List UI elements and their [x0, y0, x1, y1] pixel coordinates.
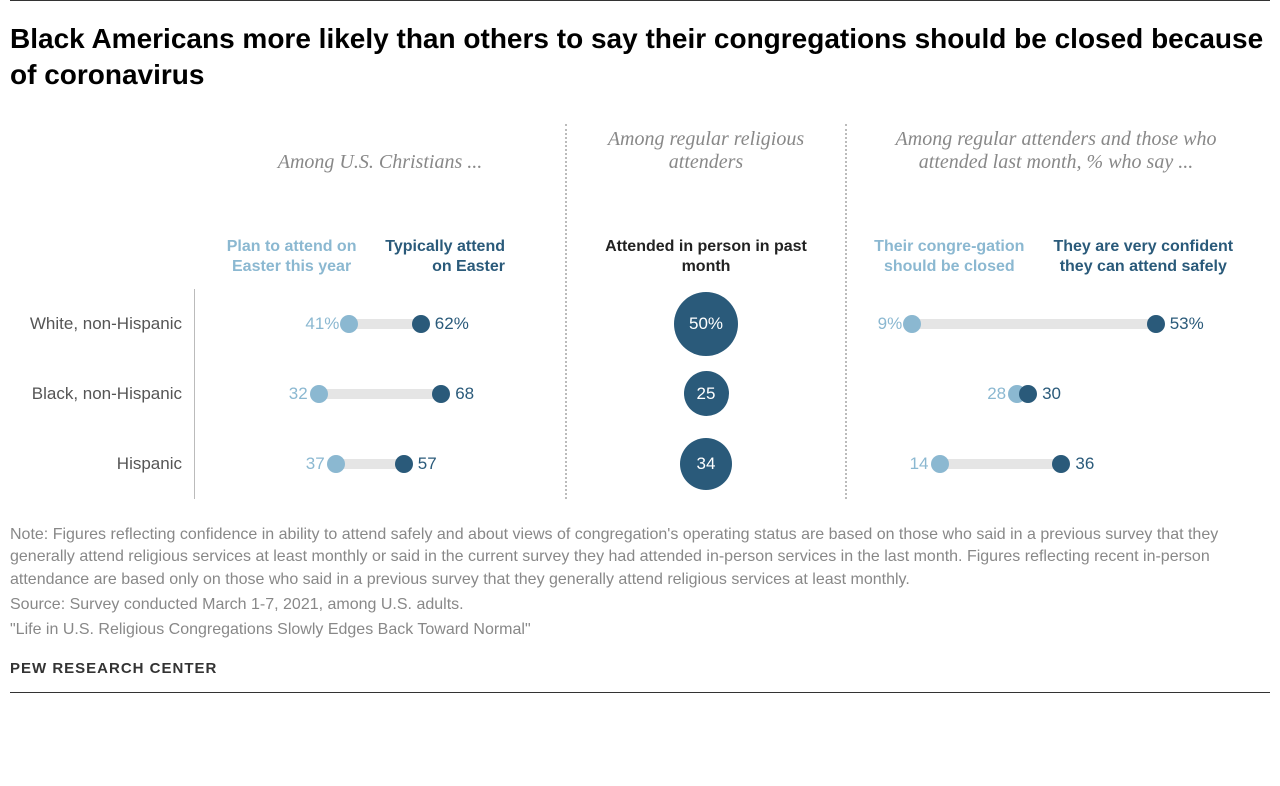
dot-right: [1019, 385, 1037, 403]
chart-title: Black Americans more likely than others …: [10, 21, 1270, 94]
report-title-text: "Life in U.S. Religious Congregations Sl…: [10, 619, 1270, 641]
value-label-right: 62%: [435, 314, 469, 334]
dot-right: [1052, 455, 1070, 473]
value-label-left: 37: [306, 454, 325, 474]
panel-confidence: Among regular attenders and those who at…: [845, 124, 1265, 499]
column-header-right: Typically attend on Easter: [373, 237, 550, 277]
note-text: Note: Figures reflecting confidence in a…: [10, 524, 1270, 591]
value-label-right: 36: [1075, 454, 1094, 474]
value-label-left: 28: [987, 384, 1006, 404]
row-label: Hispanic: [10, 429, 195, 499]
track: [940, 459, 1062, 469]
column-header-center: Attended in person in past month: [582, 237, 830, 277]
row-labels-column: White, non-Hispanic Black, non-Hispanic …: [10, 124, 195, 499]
label-spacer: [10, 124, 195, 289]
value-label-right: 30: [1042, 384, 1061, 404]
dot-right: [412, 315, 430, 333]
panel-headers: Their congre-gation should be closed The…: [862, 179, 1250, 289]
dumbbell: 41% 62%: [210, 316, 550, 332]
value-label-right: 53%: [1170, 314, 1204, 334]
bubble: 34: [680, 438, 732, 490]
panel-supertitle: Among regular attenders and those who at…: [862, 124, 1250, 179]
dumbbell-row: 37 57: [210, 429, 550, 499]
dumbbell: 28 30: [862, 386, 1250, 402]
bubble-row: 34: [582, 429, 830, 499]
dot-left: [931, 455, 949, 473]
value-label-right: 68: [455, 384, 474, 404]
dumbbell: 32 68: [210, 386, 550, 402]
dot-right: [395, 455, 413, 473]
value-label-right: 57: [418, 454, 437, 474]
dot-left: [340, 315, 358, 333]
brand-text: PEW RESEARCH CENTER: [10, 660, 1270, 677]
panel-attenders: Among regular religious attenders Attend…: [565, 124, 845, 499]
dot-left: [310, 385, 328, 403]
row-label: White, non-Hispanic: [10, 289, 195, 359]
track: [349, 319, 420, 329]
data-rows: 41% 62% 32 68: [210, 289, 550, 499]
value-label-left: 32: [289, 384, 308, 404]
track: [912, 319, 1156, 329]
source-text: Source: Survey conducted March 1-7, 2021…: [10, 594, 1270, 616]
track: [336, 459, 404, 469]
dot-left: [327, 455, 345, 473]
column-header-right: They are very confident they can attend …: [1037, 237, 1250, 277]
panel-headers: Attended in person in past month: [582, 179, 830, 289]
dumbbell-row: 41% 62%: [210, 289, 550, 359]
value-label-left: 14: [910, 454, 929, 474]
dumbbell: 37 57: [210, 456, 550, 472]
dumbbell: 14 36: [862, 456, 1250, 472]
dot-left: [903, 315, 921, 333]
dumbbell-row: 28 30: [862, 359, 1250, 429]
panel-supertitle: Among U.S. Christians ...: [210, 124, 550, 179]
value-label-left: 41%: [305, 314, 339, 334]
panel-headers: Plan to attend on Easter this year Typic…: [210, 179, 550, 289]
panel-supertitle: Among regular religious attenders: [582, 124, 830, 179]
dot-right: [1147, 315, 1165, 333]
chart-area: White, non-Hispanic Black, non-Hispanic …: [10, 124, 1270, 499]
dumbbell: 9% 53%: [862, 316, 1250, 332]
dumbbell-row: 32 68: [210, 359, 550, 429]
column-header-left: Their congre-gation should be closed: [862, 237, 1037, 277]
bubble: 25: [684, 371, 729, 416]
bubble-row: 25: [582, 359, 830, 429]
data-rows: 50% 25 34: [582, 289, 830, 499]
track: [319, 389, 441, 399]
data-rows: 9% 53% 28 30: [862, 289, 1250, 499]
dumbbell-row: 14 36: [862, 429, 1250, 499]
bubble-row: 50%: [582, 289, 830, 359]
chart-container: Black Americans more likely than others …: [10, 0, 1270, 693]
panel-christians: Among U.S. Christians ... Plan to attend…: [195, 124, 565, 499]
dumbbell-row: 9% 53%: [862, 289, 1250, 359]
value-label-left: 9%: [878, 314, 903, 334]
bubble: 50%: [674, 292, 738, 356]
row-label: Black, non-Hispanic: [10, 359, 195, 429]
column-header-left: Plan to attend on Easter this year: [210, 237, 373, 277]
dot-right: [432, 385, 450, 403]
